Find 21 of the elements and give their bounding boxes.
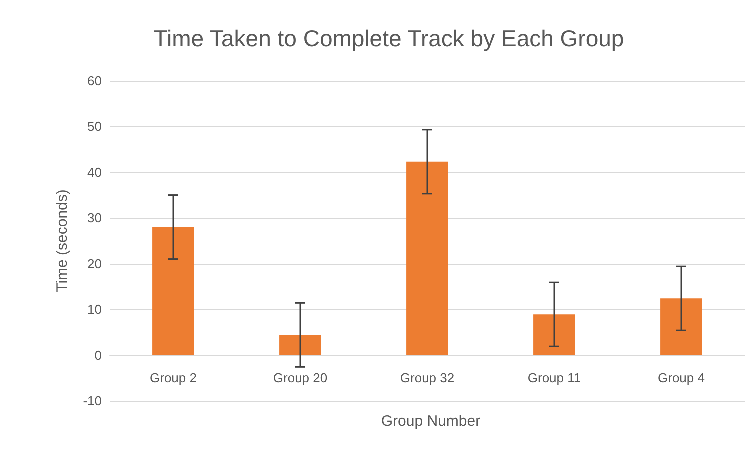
x-axis-title: Group Number (381, 413, 481, 430)
y-tick-label: 50 (88, 119, 102, 134)
chart-title: Time Taken to Complete Track by Each Group (154, 26, 624, 52)
bar (406, 162, 448, 356)
y-tick-label: 0 (94, 348, 102, 363)
y-tick-label: 40 (88, 164, 102, 180)
y-tick-label: 60 (88, 74, 102, 88)
bar (660, 298, 702, 356)
x-tick-label: Group 2 (150, 370, 197, 386)
x-tick-label: Group 4 (658, 370, 705, 386)
x-tick-label: Group 11 (528, 370, 582, 386)
y-tick-label: -10 (83, 394, 102, 408)
y-tick-label: 10 (88, 302, 102, 318)
y-tick-label: 30 (88, 210, 102, 226)
x-tick-label: Group 32 (400, 370, 455, 386)
bar (280, 335, 322, 356)
x-tick-label: Group 20 (273, 370, 328, 386)
bar (534, 314, 576, 356)
y-axis-title: Time (seconds) (54, 190, 71, 292)
bar (152, 227, 194, 356)
y-tick-label: 20 (88, 256, 102, 272)
